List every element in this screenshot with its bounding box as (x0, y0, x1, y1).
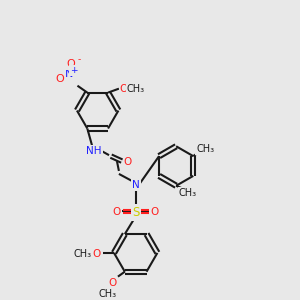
Text: NH: NH (86, 146, 102, 156)
Text: CH₃: CH₃ (179, 188, 197, 198)
Text: O: O (124, 157, 132, 167)
Text: -: - (78, 56, 81, 64)
Text: +: + (70, 66, 77, 75)
Text: O: O (55, 74, 64, 84)
Text: O: O (92, 249, 100, 259)
Text: CH₃: CH₃ (127, 84, 145, 94)
Text: N: N (132, 180, 140, 190)
Text: O: O (113, 207, 121, 218)
Text: S: S (132, 206, 140, 219)
Text: O: O (120, 84, 128, 94)
Text: CH₃: CH₃ (99, 290, 117, 299)
Text: N: N (65, 69, 74, 79)
Text: O: O (66, 59, 75, 69)
Text: O: O (150, 207, 159, 218)
Text: O: O (109, 278, 117, 288)
Text: CH₃: CH₃ (73, 249, 92, 259)
Text: CH₃: CH₃ (196, 144, 214, 154)
